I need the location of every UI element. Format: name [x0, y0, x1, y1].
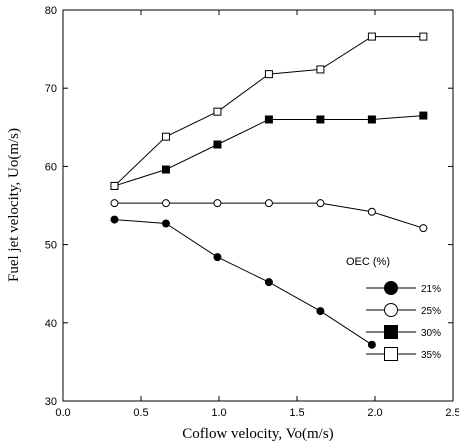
legend-item: 25% [366, 303, 441, 317]
legend-marker [384, 325, 398, 339]
data-point [161, 199, 170, 208]
data-point [316, 199, 325, 208]
y-tick-label: 60 [45, 161, 57, 173]
legend-label: 30% [421, 328, 441, 339]
legend-marker [384, 281, 398, 295]
y-tick-label: 50 [45, 240, 57, 252]
series-line [114, 36, 424, 187]
series-line [114, 115, 424, 187]
x-tick-label: 2.5 [445, 407, 459, 419]
data-point [161, 219, 170, 228]
data-point [213, 253, 222, 262]
x-tick-label: 0.0 [55, 407, 70, 419]
series-line [114, 219, 373, 346]
data-point [161, 165, 170, 174]
legend: OEC (%) 21% 25% 30% 35% [346, 256, 441, 361]
series-35pct [110, 32, 428, 190]
x-tick-label: 1.0 [211, 407, 226, 419]
plot-frame [62, 9, 454, 402]
legend-label: 35% [421, 350, 441, 361]
y-tick-label: 80 [45, 5, 57, 17]
x-tick-label: 2.0 [367, 407, 382, 419]
y-tick-label: 40 [45, 318, 57, 330]
legend-marker [384, 347, 398, 361]
x-tick-label: 0.5 [133, 407, 148, 419]
series-30pct [110, 111, 428, 190]
data-point [367, 340, 376, 349]
data-point [264, 278, 273, 287]
y-tick-label: 30 [45, 396, 57, 408]
legend-title: OEC (%) [346, 256, 390, 268]
data-point [213, 107, 222, 116]
x-axis-title: Coflow velocity, Vo(m/s) [182, 426, 333, 442]
data-point [419, 224, 428, 233]
legend-item: 21% [366, 281, 441, 295]
series-25pct [110, 199, 428, 233]
data-point [110, 199, 119, 208]
data-point [110, 215, 119, 224]
data-point [367, 207, 376, 216]
y-axis-ticks: 30 40 50 60 70 80 [45, 5, 453, 408]
data-point [316, 65, 325, 74]
data-point [316, 307, 325, 316]
data-point [264, 70, 273, 79]
data-point [419, 111, 428, 120]
data-point [264, 115, 273, 124]
data-point [110, 181, 119, 190]
legend-label: 25% [421, 306, 441, 317]
data-point [213, 199, 222, 208]
y-tick-label: 70 [45, 83, 57, 95]
x-axis-ticks: 0.0 0.5 1.0 1.5 2.0 2.5 [55, 10, 459, 419]
x-tick-label: 1.5 [289, 407, 304, 419]
data-point [161, 132, 170, 141]
series-layer [110, 32, 428, 349]
legend-label: 21% [421, 284, 441, 295]
data-point [316, 115, 325, 124]
legend-item: 35% [366, 347, 441, 361]
data-point [367, 115, 376, 124]
data-point [367, 32, 376, 41]
series-21pct [110, 215, 376, 349]
legend-item: 30% [366, 325, 441, 339]
data-point [264, 199, 273, 208]
data-point [419, 32, 428, 41]
legend-marker [384, 303, 398, 317]
data-point [213, 140, 222, 149]
y-axis-title: Fuel jet velocity, Uo(m/s) [6, 128, 22, 282]
